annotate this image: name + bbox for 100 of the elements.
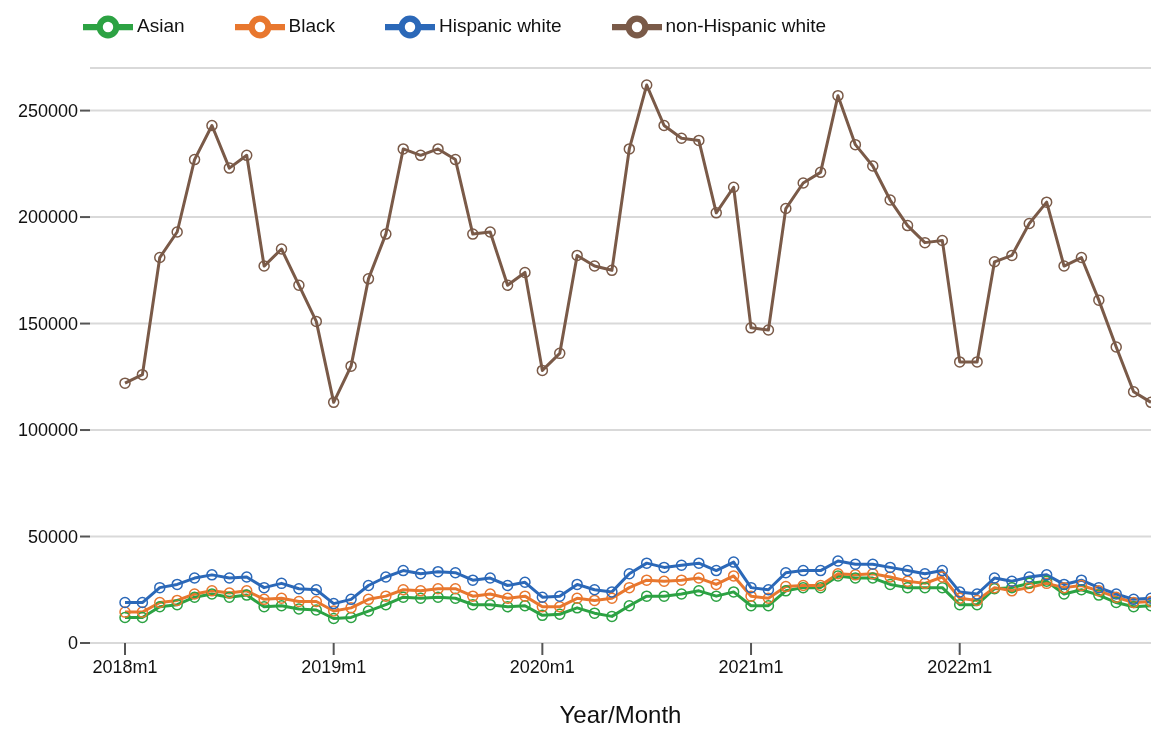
point [675, 132, 688, 145]
point [971, 588, 983, 600]
point [397, 143, 409, 155]
point [1093, 294, 1105, 306]
point [953, 592, 966, 605]
point [936, 234, 949, 247]
point [310, 595, 323, 608]
point [588, 594, 601, 607]
point [293, 279, 305, 291]
point [258, 593, 270, 606]
point [136, 606, 149, 618]
point [293, 582, 305, 595]
point [693, 134, 705, 147]
point [745, 590, 757, 602]
point [727, 570, 740, 582]
point [1093, 589, 1105, 601]
point [414, 592, 427, 605]
point [571, 592, 583, 605]
point [797, 564, 809, 577]
point [275, 592, 288, 605]
point [693, 585, 705, 597]
y-tick-label: 50000 [27, 526, 78, 547]
point [710, 590, 722, 602]
point [832, 89, 844, 102]
point [1040, 569, 1053, 581]
point [658, 119, 670, 132]
point [919, 236, 931, 249]
point [223, 162, 236, 174]
point [988, 572, 1001, 584]
point [519, 590, 531, 602]
point [849, 558, 862, 570]
point [467, 590, 479, 602]
point [449, 592, 462, 605]
point [1058, 260, 1070, 272]
point [814, 166, 827, 179]
point [467, 574, 479, 586]
point [780, 566, 792, 579]
point [867, 572, 879, 584]
point [293, 603, 305, 615]
point [623, 143, 636, 155]
point [780, 202, 792, 215]
point [571, 249, 583, 262]
point [432, 591, 444, 603]
point [762, 584, 775, 596]
point [1023, 577, 1036, 590]
point [467, 598, 479, 611]
x-tick-label: 2018m1 [92, 657, 158, 677]
point [258, 601, 270, 613]
point [449, 153, 462, 166]
point [484, 226, 496, 238]
point [136, 368, 149, 381]
point [240, 585, 253, 597]
x-axis-title: Year/Month [559, 701, 682, 728]
point [136, 596, 149, 609]
point [519, 576, 531, 589]
point [780, 585, 792, 597]
point [554, 347, 566, 360]
point [223, 591, 236, 603]
point [345, 360, 357, 372]
point [658, 575, 670, 587]
point [745, 322, 757, 334]
point [640, 574, 653, 586]
point [397, 591, 409, 603]
point [867, 160, 879, 172]
point [519, 266, 531, 279]
point [901, 564, 914, 577]
point [623, 599, 636, 612]
point [536, 591, 549, 603]
point [536, 601, 549, 613]
point [345, 602, 357, 614]
point [936, 564, 949, 577]
point [223, 587, 236, 599]
point [154, 596, 166, 609]
legend-label: Black [288, 15, 335, 37]
point [1075, 251, 1088, 264]
point [1040, 196, 1053, 208]
point [1093, 581, 1105, 594]
point [901, 575, 914, 587]
point [275, 243, 288, 255]
point [414, 149, 427, 162]
point [762, 599, 775, 612]
point [901, 581, 914, 594]
point [658, 590, 670, 602]
point [1110, 341, 1122, 353]
point [536, 364, 549, 377]
point [171, 578, 183, 591]
point [1006, 575, 1018, 587]
point [710, 578, 722, 591]
point [501, 279, 514, 291]
y-tick-label: 100000 [17, 420, 78, 441]
point [240, 589, 253, 601]
point [327, 612, 340, 625]
point [1075, 579, 1088, 592]
point [745, 599, 757, 612]
point [501, 601, 514, 613]
point [884, 194, 896, 206]
point [780, 580, 792, 593]
point [675, 574, 688, 586]
point [240, 571, 253, 583]
point [623, 581, 636, 594]
